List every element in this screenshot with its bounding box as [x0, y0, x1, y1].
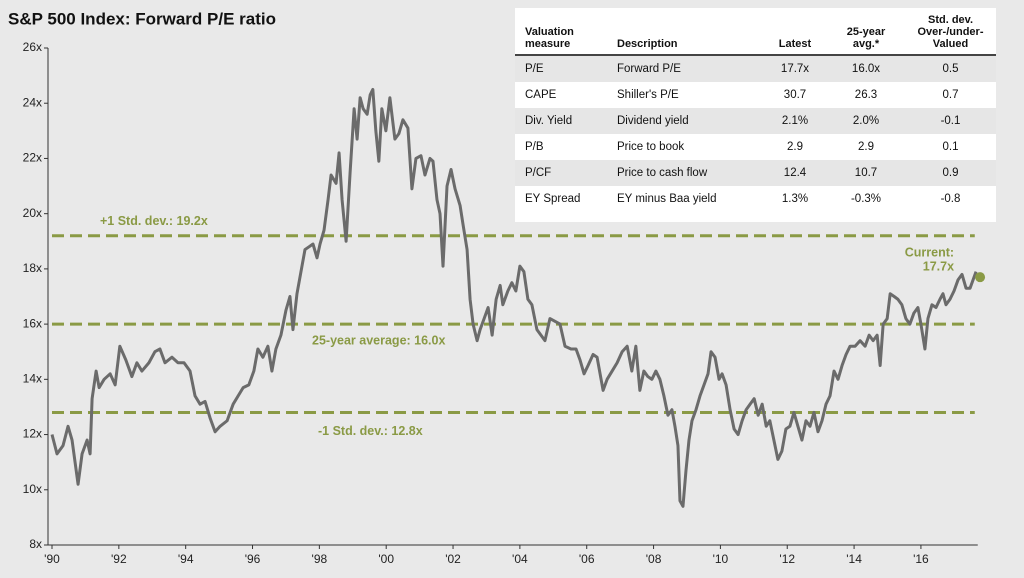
- table-cell: 0.7: [942, 89, 959, 101]
- table-cell: 0.5: [899, 55, 996, 82]
- x-tick-label: '94: [178, 552, 194, 566]
- table-cell: 2.9: [787, 141, 803, 153]
- y-tick-label: 20x: [23, 206, 42, 220]
- table-cell: CAPE: [525, 89, 557, 101]
- column-header: 25-year avg.*: [827, 8, 899, 56]
- table-cell: Shiller's P/E: [617, 89, 679, 101]
- pe-line: [50, 87, 978, 508]
- table-cell: P/E: [515, 55, 607, 82]
- table-cell: EY Spread: [525, 193, 581, 205]
- x-tick-label: '02: [445, 552, 461, 566]
- y-tick-label: 12x: [23, 427, 42, 441]
- current-dot: [975, 272, 986, 283]
- table-cell: Price to book: [617, 141, 685, 153]
- table-cell: 2.0%: [827, 108, 899, 134]
- table-cell: 30.7: [783, 89, 807, 101]
- table-cell: 2.1%: [757, 108, 827, 134]
- table-row: CAPE Shiller's P/E 30.7 26.3 0.7: [515, 82, 996, 108]
- x-tick-label: '06: [579, 552, 595, 566]
- table-cell: -0.8: [940, 193, 961, 205]
- table-cell: P/B: [525, 141, 544, 153]
- column-header: Description: [607, 8, 757, 56]
- x-tick-label: '14: [846, 552, 862, 566]
- column-header: Latest: [757, 8, 827, 56]
- table-row: Div. Yield Dividend yield 2.1% 2.0% -0.1: [515, 108, 996, 134]
- table: Valuation measure Description Latest 25-yea…: [515, 8, 996, 212]
- y-tick-label: 22x: [23, 151, 42, 165]
- y-tick-label: 24x: [23, 95, 42, 109]
- reference-label: +1 Std. dev.: 19.2x: [100, 214, 208, 228]
- y-tick-label: 16x: [23, 316, 42, 330]
- table-cell: EY minus Baa yield: [617, 193, 717, 205]
- table-cell: Dividend yield: [607, 108, 757, 134]
- table-cell: 1.3%: [781, 193, 809, 205]
- reference-label: -1 Std. dev.: 12.8x: [318, 424, 423, 438]
- y-tick-label: 10x: [23, 482, 42, 496]
- x-tick-label: '08: [646, 552, 662, 566]
- x-tick-label: '04: [512, 552, 528, 566]
- current-value-label: 17.7x: [923, 259, 954, 273]
- table-cell: 16.0x: [827, 55, 899, 82]
- chart-title: S&P 500 Index: Forward P/E ratio: [8, 9, 276, 28]
- y-tick-label: 8x: [29, 537, 42, 551]
- table-row: EY Spread EY minus Baa yield 1.3% -0.3% -0.8: [515, 186, 996, 212]
- table-cell: P/CF: [515, 160, 607, 186]
- x-tick-label: '00: [378, 552, 394, 566]
- x-tick-label: '90: [44, 552, 60, 566]
- table-row: P/CF Price to cash flow 12.4 10.7 0.9: [515, 160, 996, 186]
- column-header: Valuation measure: [515, 8, 607, 56]
- table-cell: Price to cash flow: [607, 160, 757, 186]
- table-cell: 12.4: [757, 160, 827, 186]
- table-cell: 2.9: [858, 141, 874, 153]
- valuation-table: Valuation measure Description Latest 25-yea…: [515, 8, 996, 222]
- table-row: P/B Price to book 2.9 2.9 0.1: [515, 134, 996, 160]
- table-row: P/E Forward P/E 17.7x 16.0x 0.5: [515, 55, 996, 82]
- x-tick-label: '92: [111, 552, 127, 566]
- table-cell: Forward P/E: [607, 55, 757, 82]
- table-cell: 17.7x: [757, 55, 827, 82]
- table-cell: -0.1: [899, 108, 996, 134]
- column-header: Std. dev. Over-/under-Valued: [899, 8, 996, 56]
- x-tick-label: '96: [245, 552, 261, 566]
- y-tick-label: 14x: [23, 372, 42, 386]
- current-label: Current:: [905, 245, 954, 259]
- y-tick-label: 18x: [23, 261, 42, 275]
- table-cell: 0.9: [899, 160, 996, 186]
- table-cell: -0.3%: [850, 193, 882, 205]
- reference-label: 25-year average: 16.0x: [312, 333, 445, 347]
- table-cell: 26.3: [854, 89, 878, 101]
- table-cell: Div. Yield: [515, 108, 607, 134]
- x-tick-label: '10: [713, 552, 729, 566]
- y-tick-label: 26x: [23, 40, 42, 54]
- header-row: Valuation measure Description Latest 25-yea…: [515, 8, 996, 56]
- table-cell: 0.1: [942, 141, 959, 153]
- x-tick-label: '98: [312, 552, 328, 566]
- x-tick-label: '16: [913, 552, 929, 566]
- table-cell: 10.7: [827, 160, 899, 186]
- x-tick-label: '12: [779, 552, 795, 566]
